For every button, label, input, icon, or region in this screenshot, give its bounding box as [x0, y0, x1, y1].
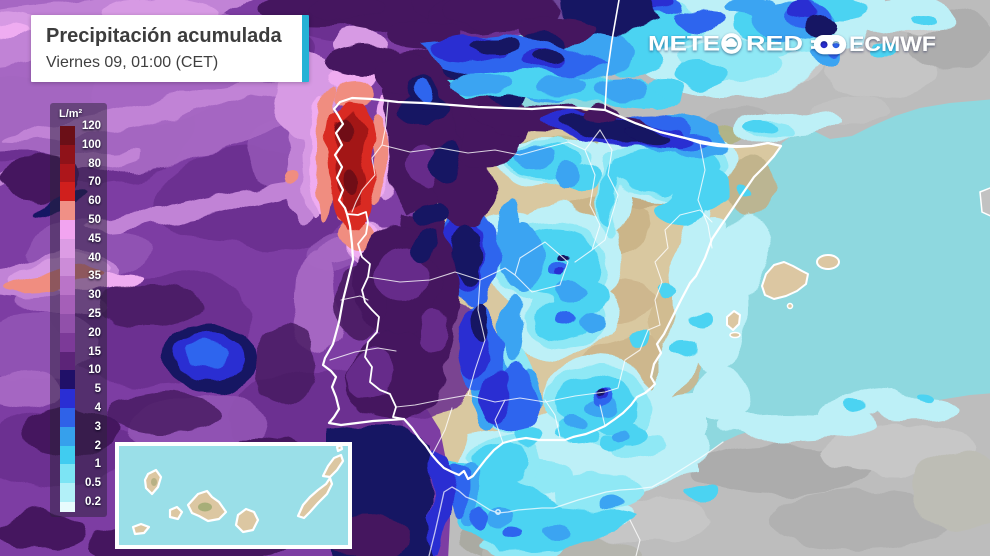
svg-text:RED: RED	[746, 33, 803, 56]
svg-text:METE: METE	[648, 33, 720, 56]
svg-text:ECMWF: ECMWF	[849, 33, 936, 56]
